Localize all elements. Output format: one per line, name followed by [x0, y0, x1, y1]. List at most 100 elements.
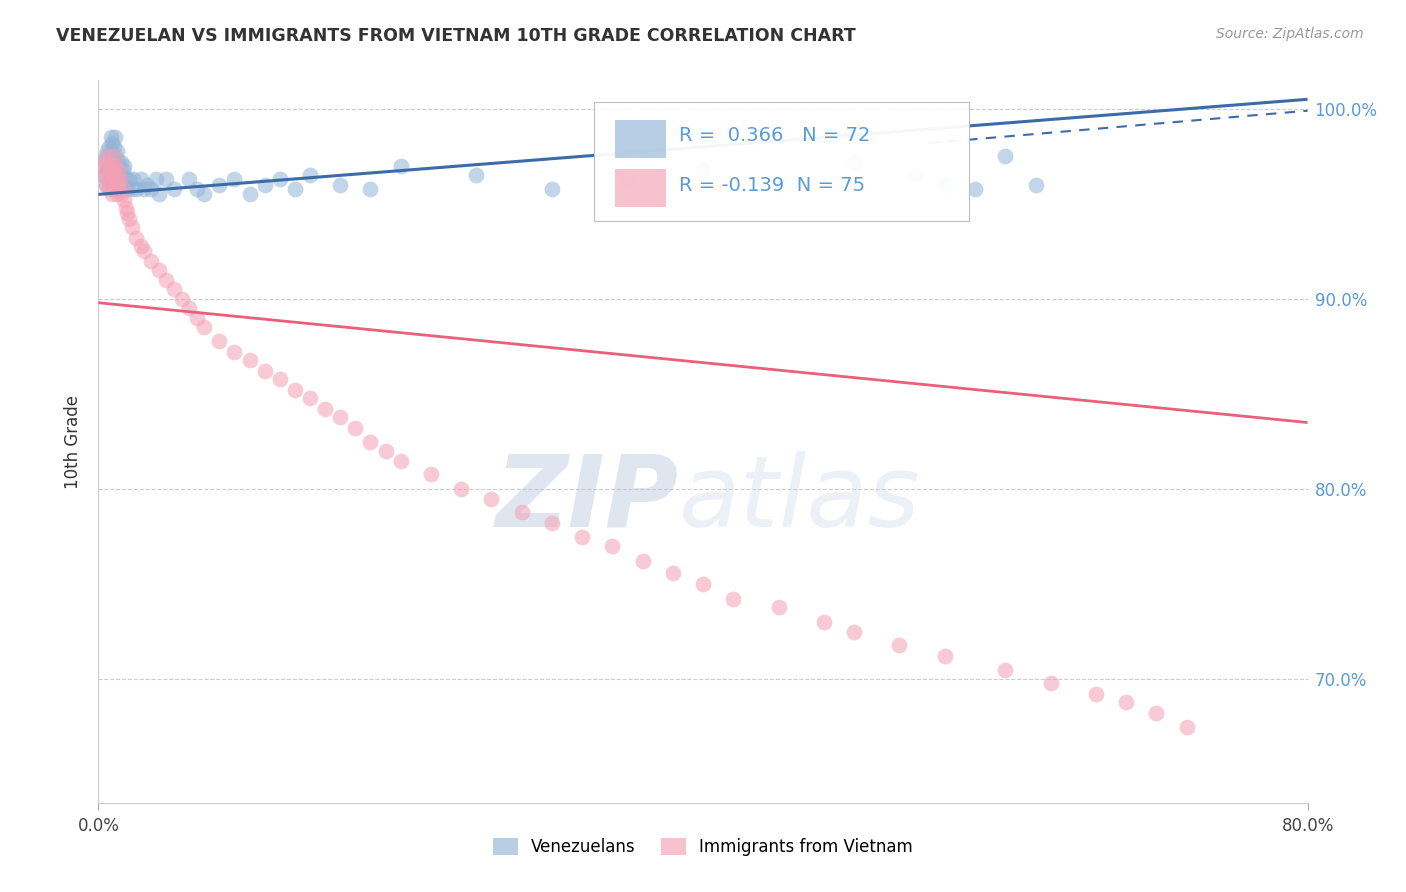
- Point: [105, 144, 128, 158]
- Point: [103, 149, 125, 163]
- Point: [105, 159, 128, 173]
- Point: [104, 178, 127, 192]
- Point: [107, 178, 129, 192]
- Point: [813, 615, 835, 629]
- Point: [104, 162, 127, 177]
- Point: [111, 162, 134, 177]
- Text: VENEZUELAN VS IMMIGRANTS FROM VIETNAM 10TH GRADE CORRELATION CHART: VENEZUELAN VS IMMIGRANTS FROM VIETNAM 10…: [56, 27, 856, 45]
- Point: [193, 320, 215, 334]
- Point: [179, 172, 201, 186]
- Point: [284, 383, 307, 397]
- Point: [253, 364, 276, 378]
- Point: [104, 149, 127, 163]
- Point: [571, 530, 593, 544]
- Point: [170, 292, 193, 306]
- Text: ZIP: ZIP: [496, 450, 679, 548]
- Point: [253, 178, 276, 192]
- Point: [129, 238, 152, 252]
- Point: [389, 159, 412, 173]
- Point: [110, 187, 132, 202]
- Point: [481, 491, 503, 506]
- Point: [465, 169, 488, 183]
- Point: [360, 434, 382, 449]
- Point: [186, 310, 208, 325]
- Point: [723, 592, 745, 607]
- Point: [111, 181, 134, 195]
- FancyBboxPatch shape: [614, 120, 665, 158]
- Point: [118, 172, 141, 186]
- Point: [224, 345, 246, 359]
- Point: [224, 172, 246, 186]
- Point: [329, 409, 352, 424]
- Point: [110, 174, 132, 188]
- Point: [115, 181, 138, 195]
- Point: [104, 159, 127, 173]
- Point: [121, 219, 143, 234]
- Point: [155, 172, 177, 186]
- Point: [107, 169, 129, 183]
- Point: [98, 162, 121, 177]
- Point: [111, 181, 134, 195]
- Point: [118, 212, 141, 227]
- Point: [616, 172, 638, 186]
- Point: [105, 187, 128, 202]
- Point: [93, 155, 115, 169]
- Point: [103, 181, 125, 195]
- Point: [374, 444, 396, 458]
- Point: [141, 181, 163, 195]
- Point: [101, 169, 124, 183]
- Point: [540, 181, 562, 195]
- Point: [208, 334, 231, 348]
- Point: [114, 172, 136, 186]
- Point: [107, 155, 129, 169]
- Point: [239, 352, 262, 367]
- Point: [112, 159, 135, 173]
- Point: [1115, 695, 1137, 709]
- Point: [121, 181, 143, 195]
- Point: [768, 599, 790, 614]
- Point: [91, 169, 114, 183]
- Point: [112, 193, 135, 207]
- Point: [108, 181, 131, 195]
- Point: [115, 206, 138, 220]
- Point: [186, 181, 208, 195]
- Point: [965, 181, 987, 195]
- Point: [96, 149, 118, 163]
- Point: [104, 130, 127, 145]
- FancyBboxPatch shape: [614, 169, 665, 207]
- Point: [93, 159, 115, 173]
- Point: [148, 263, 170, 277]
- Point: [108, 172, 131, 186]
- Point: [299, 169, 322, 183]
- Point: [1039, 676, 1062, 690]
- Point: [132, 244, 155, 259]
- Point: [98, 159, 121, 173]
- Text: R =  0.366   N = 72: R = 0.366 N = 72: [679, 127, 870, 145]
- Point: [193, 187, 215, 202]
- Text: atlas: atlas: [679, 450, 921, 548]
- Point: [114, 201, 136, 215]
- Point: [135, 178, 157, 192]
- Point: [631, 554, 654, 568]
- Point: [208, 178, 231, 192]
- Point: [103, 155, 125, 169]
- Point: [96, 144, 118, 158]
- Point: [510, 505, 533, 519]
- Point: [125, 181, 148, 195]
- Point: [100, 169, 122, 183]
- Point: [100, 155, 122, 169]
- Point: [844, 155, 866, 169]
- Text: Source: ZipAtlas.com: Source: ZipAtlas.com: [1216, 27, 1364, 41]
- Point: [101, 162, 124, 177]
- Point: [94, 178, 117, 192]
- Point: [100, 159, 122, 173]
- Point: [904, 169, 927, 183]
- Point: [100, 130, 122, 145]
- Point: [105, 174, 128, 188]
- Point: [420, 467, 443, 481]
- Point: [103, 162, 125, 177]
- Point: [122, 172, 145, 186]
- Point: [239, 187, 262, 202]
- Point: [100, 174, 122, 188]
- Point: [103, 169, 125, 183]
